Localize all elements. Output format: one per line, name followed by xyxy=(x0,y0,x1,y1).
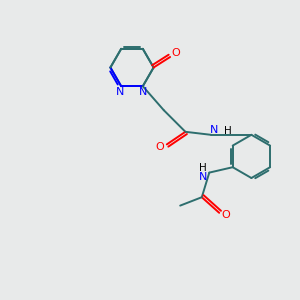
Text: H: H xyxy=(224,126,231,136)
Text: N: N xyxy=(116,87,124,97)
Text: O: O xyxy=(171,48,180,59)
Text: N: N xyxy=(139,87,147,97)
Text: H: H xyxy=(200,163,207,173)
Text: O: O xyxy=(156,142,165,152)
Text: N: N xyxy=(199,172,208,182)
Text: N: N xyxy=(210,125,219,135)
Text: O: O xyxy=(221,210,230,220)
